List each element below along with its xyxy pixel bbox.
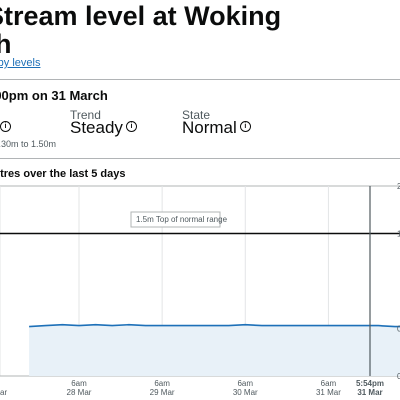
normal-range-text: e 0.30m to 1.50m — [0, 139, 57, 149]
x-tick-label: 5:54pm — [356, 379, 384, 388]
x-tick-label: 31 Mar — [357, 388, 382, 397]
threshold-annotation: 1.5m Top of normal range — [130, 211, 228, 228]
state-info-icon[interactable]: i — [239, 121, 251, 132]
reading-time-heading: :00pm on 31 March — [0, 88, 108, 103]
x-tick-label: 29 Mar — [150, 388, 175, 397]
x-tick-label: 30 Mar — [233, 388, 258, 397]
x-tick-label: 28 Mar — [67, 388, 92, 397]
x-tick-label: 6am — [71, 379, 87, 388]
chart-heading: etres over the last 5 days — [0, 168, 126, 180]
x-tick-label: 6am — [321, 379, 337, 388]
divider — [0, 79, 400, 80]
divider — [0, 158, 400, 159]
trend-value: Steady i — [70, 118, 137, 138]
page-title-line1: Stream level at Woking — [0, 1, 282, 31]
state-label: State — [182, 108, 211, 122]
x-tick-label: 6am — [154, 379, 170, 388]
nearby-levels-link[interactable]: rby levels — [0, 57, 41, 69]
annotation-box — [130, 211, 221, 228]
annotation-text: 1.5m Top of normal range — [136, 215, 228, 224]
page-title-line2: th — [0, 29, 12, 59]
y-tick-label: 2 — [397, 182, 400, 191]
y-tick-label: 0 — [397, 372, 400, 381]
y-tick-label: 0. — [397, 325, 400, 334]
page-title: Stream level at Woking th — [0, 0, 400, 87]
trend-info-icon[interactable]: i — [125, 121, 137, 132]
trend-label: Trend — [70, 108, 101, 122]
x-tick-label: 6am — [237, 379, 253, 388]
state-value: Normal i — [182, 118, 251, 138]
state-value-text: Normal — [182, 118, 237, 137]
level-value: i — [0, 118, 11, 138]
y-tick-label: 1. — [397, 230, 400, 239]
x-tick-label: 31 Mar — [316, 388, 341, 397]
level-line — [29, 323, 400, 328]
info-icon[interactable]: i — [0, 121, 11, 132]
trend-value-text: Steady — [70, 118, 123, 137]
y-axis-ticks: 2 1. 0. 0 — [397, 182, 400, 381]
x-tick-label: ar — [0, 388, 7, 397]
level-area — [29, 324, 400, 376]
